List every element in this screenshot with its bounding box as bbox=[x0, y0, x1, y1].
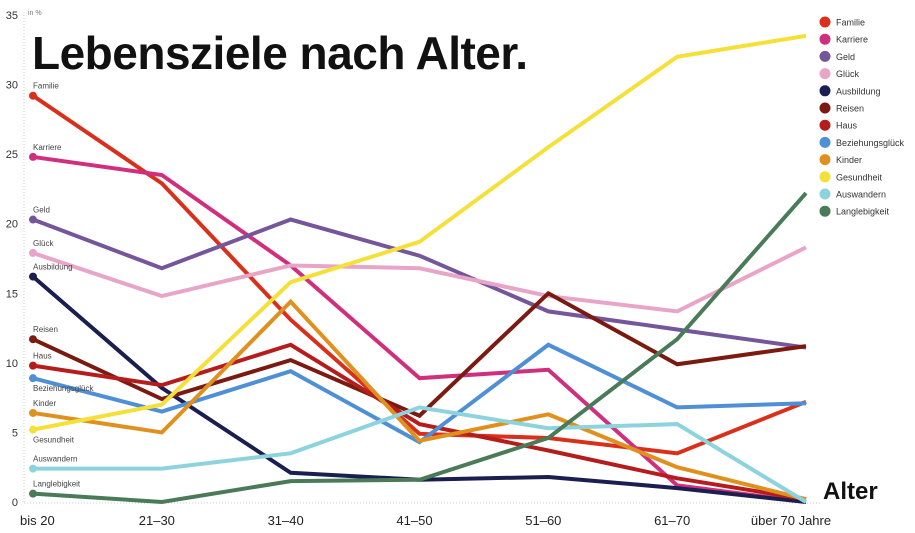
legend-label: Auswandern bbox=[836, 190, 886, 200]
series-line-reisen bbox=[32, 290, 807, 419]
series-label: Geld bbox=[33, 206, 50, 215]
series-line-auswandern bbox=[33, 405, 808, 504]
legend-label: Kinder bbox=[836, 155, 862, 165]
legend-marker bbox=[819, 50, 831, 62]
y-tick-label: 30 bbox=[6, 80, 18, 92]
series-label: Auswandern bbox=[33, 455, 77, 464]
legend-label: Reisen bbox=[836, 104, 864, 114]
legend-marker bbox=[819, 171, 831, 183]
legend-label: Ausbildung bbox=[836, 86, 881, 96]
y-tick-label: 5 bbox=[12, 427, 18, 439]
legend-marker bbox=[819, 119, 831, 131]
legend-label: Beziehungsglück bbox=[836, 138, 905, 148]
data-point bbox=[29, 464, 37, 473]
legend-label: Familie bbox=[836, 18, 865, 28]
series-label: Familie bbox=[33, 82, 59, 91]
data-point bbox=[29, 215, 37, 224]
series-label: Kinder bbox=[33, 399, 56, 408]
series-label: Karriere bbox=[33, 143, 62, 152]
data-point bbox=[29, 91, 37, 100]
legend-marker bbox=[819, 33, 831, 45]
series-label: Langlebigkeit bbox=[33, 480, 81, 489]
legend-label: Gesundheit bbox=[836, 172, 883, 182]
legend-marker bbox=[819, 16, 831, 28]
series-line-familie bbox=[31, 94, 807, 456]
y-tick-label: 20 bbox=[6, 219, 18, 231]
series-label: Haus bbox=[33, 352, 52, 361]
legend-marker bbox=[819, 68, 831, 80]
series-label: Ausbildung bbox=[33, 263, 73, 272]
chart-title: Lebensziele nach Alter. bbox=[32, 27, 528, 79]
data-point bbox=[29, 152, 37, 161]
legend-label: Langlebigkeit bbox=[836, 207, 890, 217]
y-tick-label: 25 bbox=[6, 149, 18, 161]
legend-marker bbox=[819, 85, 831, 97]
data-point bbox=[29, 272, 37, 281]
x-tick-label: 21–30 bbox=[139, 513, 175, 528]
y-tick-label: 35 bbox=[6, 10, 18, 22]
legend-marker bbox=[819, 154, 831, 166]
series-line-karriere bbox=[32, 154, 807, 504]
series-line-geld bbox=[32, 217, 807, 350]
unit-label: in % bbox=[28, 10, 42, 17]
series-label: Reisen bbox=[33, 325, 58, 334]
legend-marker bbox=[819, 205, 831, 217]
series-line-gesundheit bbox=[32, 33, 807, 432]
x-tick-label: bis 20 bbox=[20, 513, 55, 528]
legend-label: Haus bbox=[836, 121, 858, 131]
data-point bbox=[29, 489, 37, 498]
x-tick-label: 61–70 bbox=[654, 513, 690, 528]
y-tick-label: 10 bbox=[6, 358, 18, 370]
x-tick-label: 51–60 bbox=[525, 513, 561, 528]
series-line-kinder bbox=[32, 298, 807, 502]
x-tick-label: 41–50 bbox=[396, 513, 432, 528]
y-tick-label: 15 bbox=[6, 288, 18, 300]
legend-label: Karriere bbox=[836, 35, 868, 45]
series-line-langlebigkeit bbox=[32, 191, 808, 505]
legend-marker bbox=[819, 136, 831, 148]
series-line-glück bbox=[32, 245, 807, 314]
data-point bbox=[29, 361, 37, 370]
legend-label: Glück bbox=[836, 69, 860, 79]
series-label: Beziehungsglück bbox=[33, 384, 94, 393]
x-tick-label: über 70 Jahre bbox=[751, 513, 831, 528]
series-line-haus bbox=[32, 342, 807, 502]
data-point bbox=[29, 374, 37, 383]
series-label: Glück bbox=[33, 239, 54, 248]
data-point bbox=[29, 335, 37, 344]
data-point bbox=[29, 408, 37, 417]
x-axis-label: Alter bbox=[823, 478, 878, 505]
data-point bbox=[29, 248, 37, 257]
y-tick-label: 0 bbox=[12, 497, 18, 509]
series-label: Gesundheit bbox=[33, 436, 75, 445]
legend-marker bbox=[819, 102, 831, 114]
legend-marker bbox=[819, 188, 831, 200]
legend-label: Geld bbox=[836, 52, 855, 62]
data-point bbox=[29, 425, 37, 434]
x-tick-label: 31–40 bbox=[268, 513, 304, 528]
